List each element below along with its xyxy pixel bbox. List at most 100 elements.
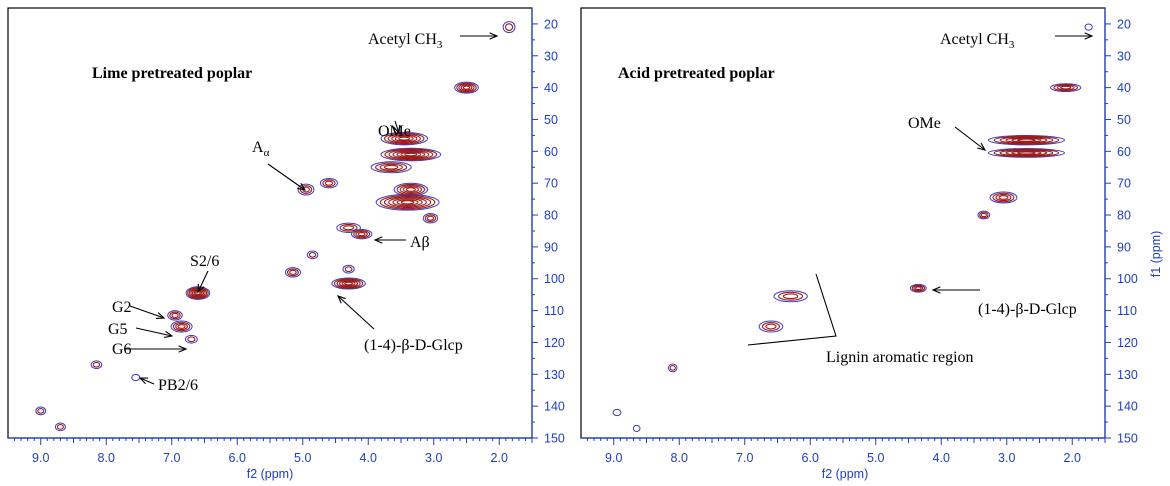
nmr-peak — [909, 283, 927, 293]
contour-outer — [1050, 83, 1082, 93]
annotation-label: Aα — [252, 139, 270, 159]
contour-outer — [632, 424, 641, 433]
contour-outer — [336, 222, 361, 233]
contour-outer — [342, 264, 355, 274]
y-axis: 20 30 40 50 60 70 80 90 100 110 120 130 140 150 — [1104, 8, 1138, 446]
nmr-peak — [758, 320, 784, 333]
y-axis: 20 30 40 50 60 70 80 90 100 110 120 130 140 150 — [531, 8, 565, 446]
arrow-head — [373, 236, 383, 244]
contour-level — [1005, 137, 1048, 144]
contour-level — [782, 293, 799, 300]
nmr-peak — [977, 210, 991, 220]
contour-level — [396, 151, 426, 158]
x-tick-label: 2.0 — [491, 451, 508, 465]
contour-level — [460, 84, 473, 91]
contour-outer — [319, 178, 339, 189]
x-axis: 9.0 8.0 7.0 6.0 5.0 4.0 3.0 2.0 f2 (ppm) — [581, 437, 1106, 481]
contour-level — [286, 268, 299, 277]
contour-level — [384, 148, 438, 161]
contour-level — [979, 211, 989, 219]
contour-level — [341, 280, 356, 287]
annotation-text: PB2/6 — [158, 377, 198, 394]
nmr-peak — [422, 213, 439, 224]
contour-level — [398, 136, 411, 141]
x-tick-label: 7.0 — [163, 451, 180, 465]
arrow-head — [393, 124, 401, 135]
y-tick-label: 120 — [1117, 336, 1138, 350]
y-tick-label: 60 — [544, 145, 558, 159]
y-tick-label: 140 — [1117, 400, 1138, 414]
arrow-head — [1084, 32, 1094, 40]
nmr-peak — [612, 408, 622, 417]
annotation-label: Acetyl CH3 — [368, 31, 443, 51]
nmr-peak — [319, 178, 339, 189]
y-tick-label: 40 — [544, 81, 558, 95]
contour-level — [187, 336, 196, 343]
x-axis-label: f2 (ppm) — [247, 467, 294, 481]
annotation-text: Lignin aromatic region — [826, 349, 974, 366]
nmr-peak — [336, 222, 361, 233]
chart-title: Lime pretreated poplar — [92, 65, 252, 82]
contour-level — [426, 215, 435, 221]
annotation-text: S2/6 — [190, 253, 219, 270]
x-tick-label: 2.0 — [1064, 451, 1081, 465]
annotation-label: Lignin aromatic region — [826, 349, 974, 366]
annotations: Acetyl CH3 OMe Aα Aβ S2/6 G2 G5 G6 PB2/6 (1-4)-β-… — [108, 31, 499, 394]
annotation-arrow — [139, 377, 155, 385]
nmr-peak — [342, 264, 355, 274]
annotation-arrow — [337, 295, 375, 330]
contour-outer — [502, 21, 516, 34]
arrow-head — [489, 32, 499, 40]
contour-outer — [454, 81, 479, 94]
x-tick-label: 6.0 — [229, 451, 246, 465]
contour-peaks — [35, 21, 516, 432]
annotation-text: G5 — [108, 321, 128, 338]
contour-outer — [375, 193, 440, 211]
y-tick-label: 90 — [1117, 240, 1131, 254]
contour-level — [399, 185, 423, 195]
y-tick-label: 150 — [544, 432, 565, 446]
contour-outer — [380, 131, 429, 146]
y-tick-label: 110 — [544, 304, 564, 318]
contour-level — [379, 194, 436, 210]
annotation-arrow — [394, 120, 400, 134]
contour-outer — [989, 191, 1018, 204]
contour-level — [339, 280, 359, 288]
contour-level — [995, 193, 1012, 202]
contour-outer — [54, 422, 66, 432]
contour-outer — [370, 161, 412, 174]
contour-outer — [284, 267, 301, 278]
x-axis: 9.0 8.0 7.0 6.0 5.0 4.0 3.0 2.0 f2 (ppm) — [8, 437, 533, 481]
annotation-text: Aβ — [410, 234, 430, 251]
contour-level — [388, 149, 434, 160]
contour-outer — [612, 408, 622, 417]
contour-level — [383, 164, 399, 170]
contour-level — [1056, 84, 1075, 91]
contour-level — [172, 321, 191, 332]
y-tick-label: 90 — [544, 240, 558, 254]
nmr-peak — [1050, 83, 1082, 93]
contour-level — [993, 148, 1060, 158]
contour-level — [387, 133, 421, 144]
x-tick-label: 5.0 — [294, 451, 311, 465]
nmr-peak — [987, 135, 1065, 146]
annotation-arrow — [129, 305, 165, 319]
contour-level — [324, 180, 334, 186]
x-axis-label: f2 (ppm) — [822, 467, 869, 481]
contour-level — [394, 135, 414, 142]
contour-level — [357, 232, 366, 237]
panel-acid: 20 30 40 50 60 70 80 90 100 110 120 130 140 150 9.0 8.0… — [580, 7, 1163, 481]
contour-outer — [1084, 23, 1093, 31]
contour-level — [37, 408, 45, 414]
contour-level — [392, 198, 423, 207]
arrow-head — [155, 312, 166, 320]
annotation-text: A — [252, 139, 264, 156]
x-tick-label: 9.0 — [32, 451, 49, 465]
arrow-head — [977, 142, 987, 151]
contour-level — [999, 149, 1054, 157]
y-tick-label: 70 — [544, 177, 558, 191]
contour-outer — [351, 228, 373, 240]
annotation-arrow — [954, 126, 986, 151]
arrow-head — [178, 345, 188, 353]
annotation-text: OMe — [378, 123, 411, 140]
